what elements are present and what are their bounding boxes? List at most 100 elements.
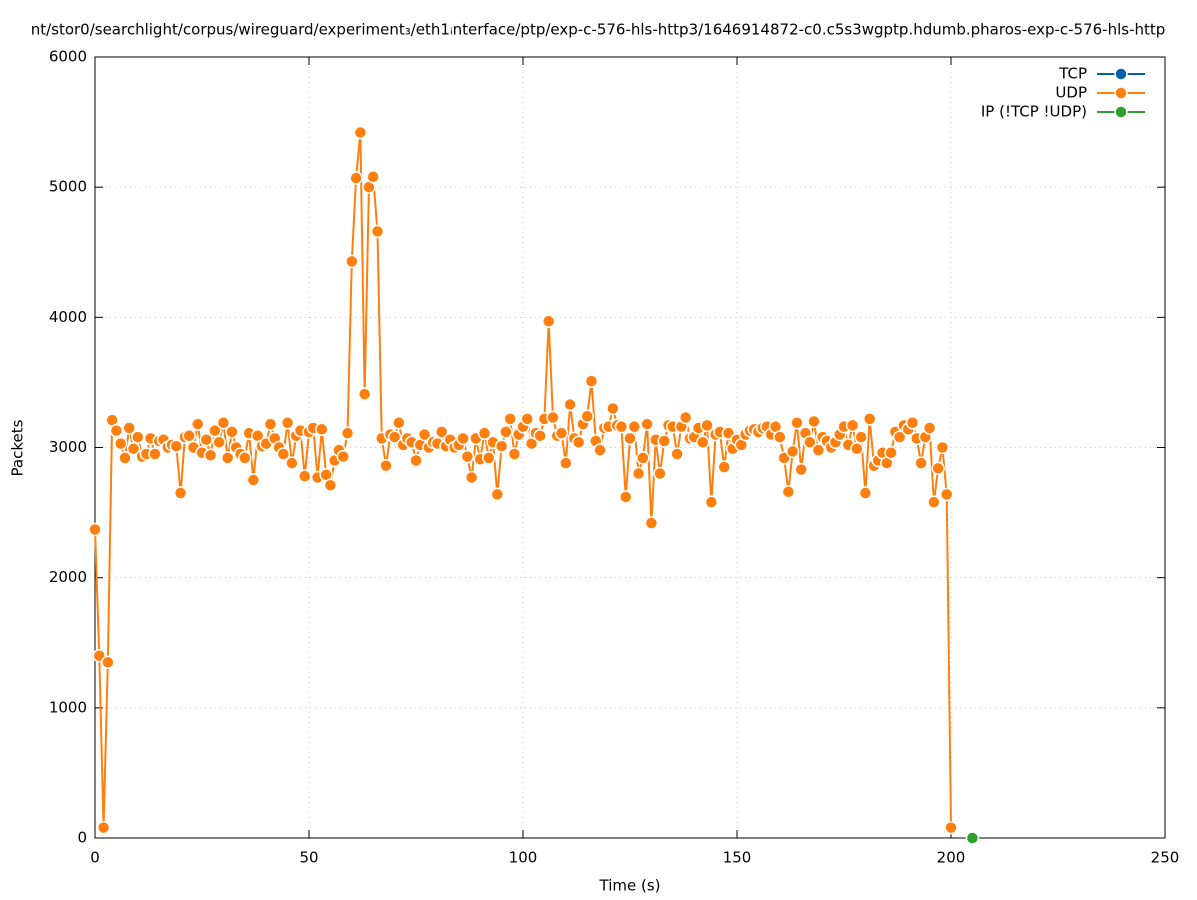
data-point <box>225 425 239 439</box>
data-point <box>323 478 338 492</box>
data-point <box>657 434 671 448</box>
data-point <box>606 401 620 416</box>
data-point <box>614 419 629 434</box>
data-point <box>571 435 586 450</box>
data-point <box>203 448 218 463</box>
data-point <box>169 439 184 453</box>
data-point <box>276 447 291 461</box>
plot-frame <box>94 56 1166 839</box>
data-point <box>507 447 522 461</box>
y-tick-label: 3000 <box>49 438 87 456</box>
data-point <box>807 414 821 429</box>
legend-label: UDP <box>1055 84 1087 102</box>
data-point <box>678 410 693 425</box>
data-point <box>944 820 958 835</box>
x-tick-label: 50 <box>299 849 318 867</box>
y-tick-label: 0 <box>77 829 87 847</box>
data-point <box>340 426 355 440</box>
data-point <box>781 485 796 499</box>
data-point <box>927 495 941 509</box>
data-point <box>627 419 642 434</box>
data-point <box>220 451 235 465</box>
data-point <box>636 451 650 465</box>
data-point <box>216 416 231 430</box>
data-point <box>494 439 509 453</box>
data-point <box>845 418 860 433</box>
data-point <box>790 416 804 430</box>
data-point <box>285 456 299 470</box>
data-point <box>434 425 449 439</box>
legend-label: TCP <box>1058 65 1087 83</box>
data-point <box>417 427 432 442</box>
y-tick-label: 1000 <box>49 698 87 716</box>
data-point <box>858 486 873 500</box>
y-tick-label: 4000 <box>49 308 87 326</box>
data-point <box>456 431 470 446</box>
data-point <box>850 442 864 456</box>
data-point <box>794 462 808 477</box>
y-tick-label: 5000 <box>49 178 87 196</box>
data-point <box>541 314 556 328</box>
data-point <box>884 445 898 460</box>
data-point <box>370 224 385 239</box>
y-tick-label: 6000 <box>49 48 87 66</box>
data-point <box>939 487 954 502</box>
legend-label: IP (!TCP !UDP) <box>981 103 1087 121</box>
data-point <box>965 831 980 845</box>
data-point <box>546 410 560 425</box>
data-point <box>101 655 115 670</box>
data-point <box>238 451 252 465</box>
data-point <box>392 416 406 430</box>
data-point <box>357 387 372 401</box>
data-point <box>126 442 141 456</box>
data-point <box>246 473 261 487</box>
data-point <box>464 470 479 485</box>
data-point <box>922 421 937 435</box>
data-point <box>554 426 569 440</box>
data-point <box>905 416 920 430</box>
data-point <box>503 412 517 426</box>
data-point <box>785 444 800 459</box>
data-point <box>696 435 710 450</box>
data-point <box>700 418 714 433</box>
data-point <box>118 451 132 465</box>
x-tick-label: 250 <box>1151 849 1180 867</box>
x-tick-label: 100 <box>509 849 538 867</box>
data-point <box>914 456 928 470</box>
data-point <box>803 435 817 450</box>
data-point <box>563 397 577 412</box>
data-point <box>173 486 188 500</box>
x-axis-label: Time (s) <box>599 877 661 895</box>
series-line <box>94 132 952 828</box>
data-point <box>460 449 475 464</box>
data-point <box>315 422 329 437</box>
data-point <box>409 453 423 468</box>
data-point <box>88 522 102 537</box>
data-point <box>345 254 359 269</box>
data-point <box>580 409 594 424</box>
data-point <box>499 425 513 439</box>
data-point <box>212 435 226 450</box>
data-point <box>892 430 907 444</box>
data-point <box>931 461 945 476</box>
data-point <box>935 440 950 455</box>
data-point <box>640 417 654 431</box>
x-tick-label: 0 <box>90 849 100 867</box>
data-point <box>199 432 214 447</box>
data-point <box>670 447 684 461</box>
data-point <box>366 170 380 184</box>
y-axis-label: Packets <box>9 419 27 476</box>
data-point <box>644 516 659 530</box>
data-point <box>349 171 363 185</box>
data-point <box>704 495 719 509</box>
data-point <box>379 458 393 473</box>
data-point <box>113 436 128 451</box>
data-point <box>336 449 350 464</box>
data-point <box>182 429 196 443</box>
data-point <box>109 423 124 438</box>
data-point <box>477 426 492 440</box>
data-point <box>131 430 145 444</box>
chart-title: nt/stor0/searchlight/corpus/wireguard/ex… <box>31 21 1166 39</box>
data-point <box>653 466 667 481</box>
data-point <box>263 417 278 431</box>
